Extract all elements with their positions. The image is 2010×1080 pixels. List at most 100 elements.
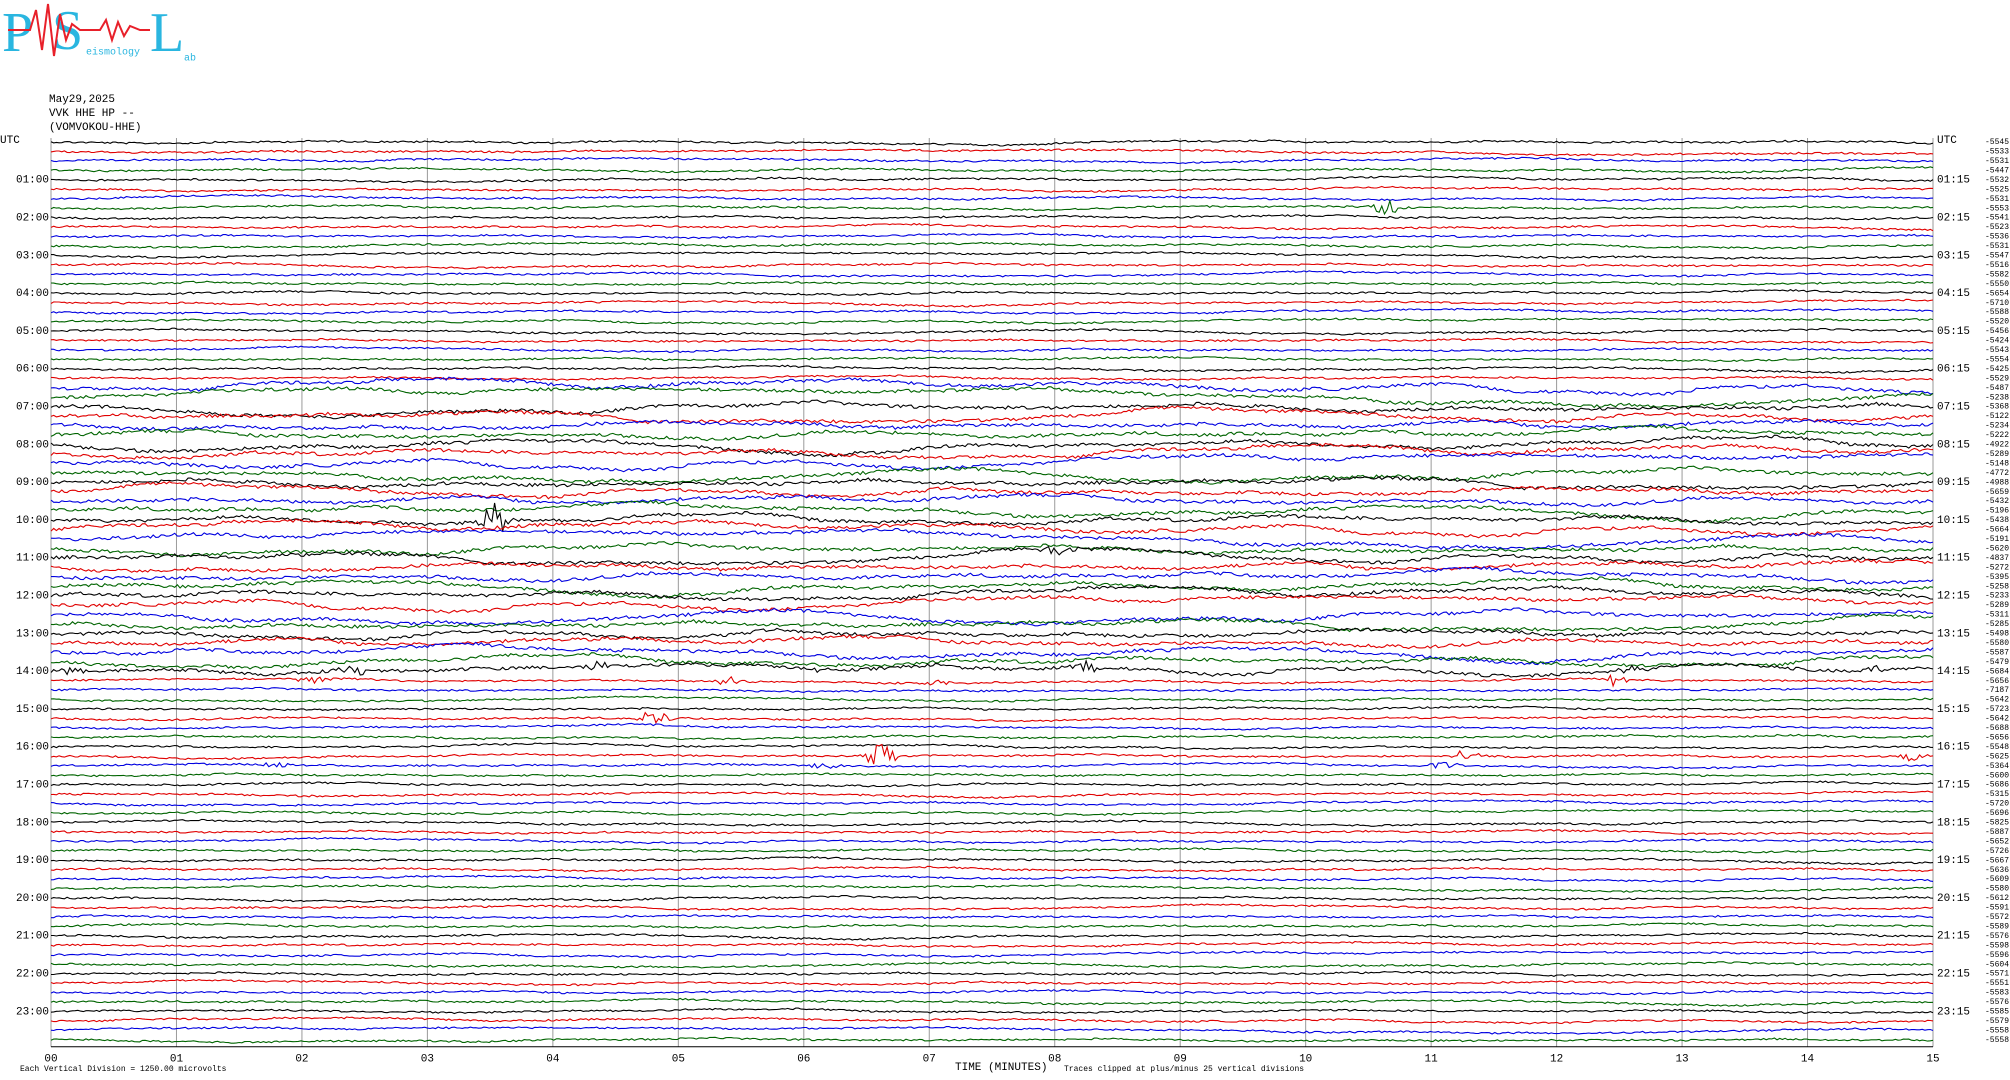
quarter-label: 11:15 — [1937, 553, 1970, 565]
trace-offset: -5688 — [1985, 724, 2009, 733]
trace-offset: -5424 — [1985, 337, 2009, 346]
quarter-label: 17:15 — [1937, 780, 1970, 792]
trace — [50, 733, 1934, 741]
trace — [50, 442, 1934, 460]
trace-offset: -5547 — [1985, 252, 2009, 261]
trace — [50, 997, 1934, 1007]
trace-offset: -5636 — [1985, 866, 2009, 875]
trace — [50, 1007, 1934, 1015]
trace-offset: -5285 — [1985, 620, 2009, 629]
quarter-label: 23:15 — [1937, 1006, 1970, 1018]
hour-label: 14:00 — [16, 666, 49, 678]
trace-offset: -5579 — [1985, 1017, 2009, 1026]
trace — [50, 139, 1934, 147]
trace-offset: -4837 — [1985, 554, 2009, 563]
trace-offset: -5580 — [1985, 885, 2009, 894]
trace — [50, 772, 1934, 778]
trace — [50, 307, 1934, 315]
hour-label: 08:00 — [16, 439, 49, 451]
logo-letter: P — [2, 2, 33, 64]
trace — [50, 386, 1934, 409]
x-tick-label: 03 — [421, 1054, 434, 1066]
trace — [50, 481, 1934, 500]
trace — [50, 940, 1934, 948]
trace-offset: -5598 — [1985, 941, 2009, 950]
trace — [50, 214, 1934, 221]
trace-offset: -5571 — [1985, 970, 2009, 979]
trace-offset: -5576 — [1985, 998, 2009, 1007]
trace-offset: -5554 — [1985, 355, 2009, 364]
trace-offset: -5726 — [1985, 847, 2009, 856]
trace — [50, 270, 1934, 278]
trace — [50, 558, 1934, 573]
hour-label: 23:00 — [16, 1006, 49, 1018]
trace-offset: -5591 — [1985, 904, 2009, 913]
x-tick-label: 13 — [1675, 1054, 1688, 1066]
hour-label: 12:00 — [16, 591, 49, 603]
trace-offset: -5642 — [1985, 696, 2009, 705]
quarter-label: 04:15 — [1937, 288, 1970, 300]
trace — [50, 829, 1933, 836]
trace — [50, 1026, 1934, 1035]
trace-offset: -5558 — [1985, 1036, 2009, 1045]
trace — [50, 722, 1934, 731]
logo-word: ab — [184, 53, 196, 65]
trace-offset: -5587 — [1985, 648, 2009, 657]
trace — [50, 545, 1934, 567]
trace — [50, 261, 1934, 270]
x-axis-title: TIME (MINUTES) — [955, 1062, 1047, 1074]
hour-label: 01:00 — [16, 175, 49, 187]
trace-offset: -5532 — [1985, 176, 2009, 185]
trace-offset: -5710 — [1985, 299, 2009, 308]
x-tick-label: 01 — [170, 1054, 184, 1066]
trace — [50, 799, 1934, 807]
station-name: (VOMVOKOU-HHE) — [49, 122, 141, 134]
x-tick-label: 02 — [295, 1054, 308, 1066]
trace — [50, 148, 1934, 157]
hour-label: 09:00 — [16, 477, 49, 489]
trace — [50, 711, 1934, 724]
quarter-label: 22:15 — [1937, 969, 1970, 981]
trace — [50, 594, 1934, 614]
trace — [51, 251, 1934, 260]
trace-offset: -5720 — [1985, 800, 2009, 809]
trace — [50, 364, 1934, 374]
trace-offset: -5520 — [1985, 318, 2009, 327]
trace-offset: -5558 — [1985, 1026, 2009, 1035]
x-tick-label: 00 — [44, 1054, 57, 1066]
trace — [50, 405, 1934, 425]
trace — [50, 865, 1934, 873]
trace — [50, 790, 1934, 799]
hour-label: 22:00 — [16, 969, 49, 981]
trace-offset: -5667 — [1985, 856, 2009, 865]
trace — [50, 584, 1934, 602]
trace — [50, 761, 1934, 770]
quarter-label: 10:15 — [1937, 515, 1970, 527]
trace — [50, 185, 1934, 193]
x-tick-label: 10 — [1299, 1054, 1312, 1066]
trace — [50, 175, 1934, 184]
trace — [50, 374, 1934, 381]
logo-word: eismology — [86, 47, 140, 59]
trace-offset: -5583 — [1985, 989, 2009, 998]
trace-offset: -5289 — [1985, 601, 2009, 610]
trace-offset: -4772 — [1985, 469, 2009, 478]
hour-label: 10:00 — [16, 515, 49, 527]
logo-letter: L — [150, 2, 184, 64]
quarter-label: 02:15 — [1937, 213, 1970, 225]
trace — [50, 232, 1934, 240]
hour-label: 05:00 — [16, 326, 49, 338]
quarter-label: 18:15 — [1937, 817, 1970, 829]
trace-offset: -5642 — [1985, 715, 2009, 724]
trace-offset: -5536 — [1985, 233, 2009, 242]
trace — [50, 355, 1934, 363]
trace-offset: -5652 — [1985, 837, 2009, 846]
hour-label: UTC — [0, 135, 20, 147]
trace — [50, 743, 1934, 765]
trace-offset: -5548 — [1985, 743, 2009, 752]
hour-label: 03:00 — [16, 250, 49, 262]
trace-offset: -5438 — [1985, 516, 2009, 525]
trace — [50, 658, 1934, 678]
quarter-label: 13:15 — [1937, 628, 1970, 640]
trace — [50, 780, 1934, 788]
